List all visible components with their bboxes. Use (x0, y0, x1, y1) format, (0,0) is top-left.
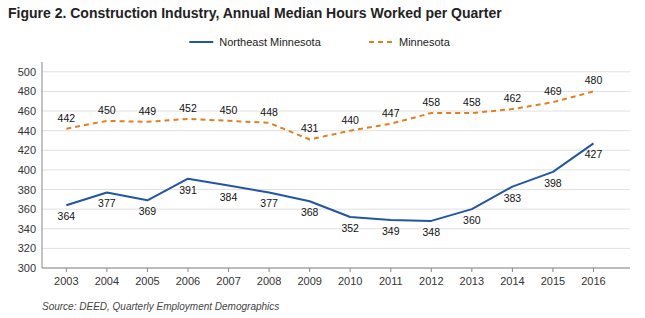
y-tick-label: 400 (18, 164, 36, 176)
x-tick (269, 268, 270, 272)
data-label: 349 (382, 225, 400, 237)
x-tick (552, 268, 553, 272)
data-label: 352 (341, 222, 359, 234)
y-tick-label: 440 (18, 125, 36, 137)
source-note: Source: DEED, Quarterly Employment Demog… (42, 301, 279, 312)
y-tick-label: 360 (18, 203, 36, 215)
data-label: 450 (98, 104, 116, 116)
data-labels: 364 377 369 391 384 377 368 352 349 348 360 383 398 4… (58, 74, 603, 237)
data-label: 480 (585, 74, 603, 86)
x-tick (593, 268, 594, 272)
series-line (66, 143, 593, 220)
chart: Figure 2. Construction Industry, Annual … (0, 0, 645, 318)
x-tick (187, 268, 188, 272)
data-label: 360 (463, 214, 481, 226)
data-label: 442 (58, 112, 76, 124)
data-label: 452 (179, 102, 197, 114)
x-tick (431, 268, 432, 272)
y-tick-label: 340 (18, 223, 36, 235)
x-tick-label: 2012 (419, 275, 443, 287)
data-label: 450 (220, 104, 238, 116)
data-label: 377 (98, 197, 116, 209)
x-tick-label: 2004 (95, 275, 119, 287)
title: Figure 2. Construction Industry, Annual … (8, 5, 502, 21)
data-label: 369 (139, 205, 157, 217)
legend-swatch (189, 41, 213, 43)
x-tick (66, 268, 67, 272)
grid-line (42, 111, 630, 112)
grid-line (42, 268, 630, 269)
x-tick-label: 2014 (500, 275, 524, 287)
grid-line (42, 130, 630, 131)
grid-line (42, 91, 630, 92)
data-label: 447 (382, 107, 400, 119)
x-tick (350, 268, 351, 272)
data-label: 364 (58, 210, 76, 222)
lines (66, 91, 593, 220)
x-tick-label: 2006 (176, 275, 200, 287)
x-tick (309, 268, 310, 272)
data-label: 458 (463, 96, 481, 108)
x-tick-label: 2007 (216, 275, 240, 287)
grid-line (42, 169, 630, 170)
legend-item: Northeast Minnesota (189, 36, 321, 48)
grid-line (42, 189, 630, 190)
x-tick (106, 268, 107, 272)
data-label: 384 (220, 191, 238, 203)
x-tick-label: 2013 (460, 275, 484, 287)
data-label: 368 (301, 206, 319, 218)
grid-line (42, 228, 630, 229)
data-label: 448 (260, 106, 278, 118)
data-label: 458 (423, 96, 441, 108)
data-label: 449 (139, 105, 157, 117)
x-tick-label: 2016 (581, 275, 605, 287)
x-tick-label: 2008 (257, 275, 281, 287)
data-label: 440 (341, 114, 359, 126)
series-line (66, 91, 593, 139)
x-tick-label: 2015 (541, 275, 565, 287)
grid (42, 72, 630, 268)
y-axis-line (42, 62, 43, 268)
y-tick-label: 480 (18, 85, 36, 97)
grid-line (42, 150, 630, 151)
data-label: 398 (544, 177, 562, 189)
data-label: 377 (260, 197, 278, 209)
x-tick-label: 2005 (135, 275, 159, 287)
y-tick-label: 300 (18, 262, 36, 274)
x-tick-label: 2010 (338, 275, 362, 287)
data-label: 383 (504, 192, 522, 204)
grid-line (42, 209, 630, 210)
legend-item: Minnesota (369, 36, 451, 48)
data-label: 469 (544, 85, 562, 97)
grid-line (42, 71, 630, 72)
x-tick-label: 2009 (297, 275, 321, 287)
x-tick (471, 268, 472, 272)
y-tick-label: 460 (18, 105, 36, 117)
legend-label: Minnesota (399, 36, 451, 48)
data-label: 427 (585, 148, 603, 160)
y-tick-label: 500 (18, 66, 36, 78)
x-tick (390, 268, 391, 272)
x-tick (228, 268, 229, 272)
y-tick-label: 420 (18, 144, 36, 156)
data-label: 391 (179, 184, 197, 196)
y-tick-label: 380 (18, 184, 36, 196)
x-tick-label: 2003 (54, 275, 78, 287)
x-tick (512, 268, 513, 272)
data-label: 431 (301, 122, 319, 134)
x-axis-line (42, 268, 630, 269)
x-tick (147, 268, 148, 272)
legend: Northeast Minnesota Minnesota (189, 36, 450, 48)
data-label: 462 (504, 92, 522, 104)
data-label: 348 (423, 226, 441, 238)
legend-label: Northeast Minnesota (219, 36, 321, 48)
grid-line (42, 248, 630, 249)
y-tick-label: 320 (18, 242, 36, 254)
legend-swatch (369, 41, 393, 43)
x-tick-label: 2011 (379, 275, 403, 287)
